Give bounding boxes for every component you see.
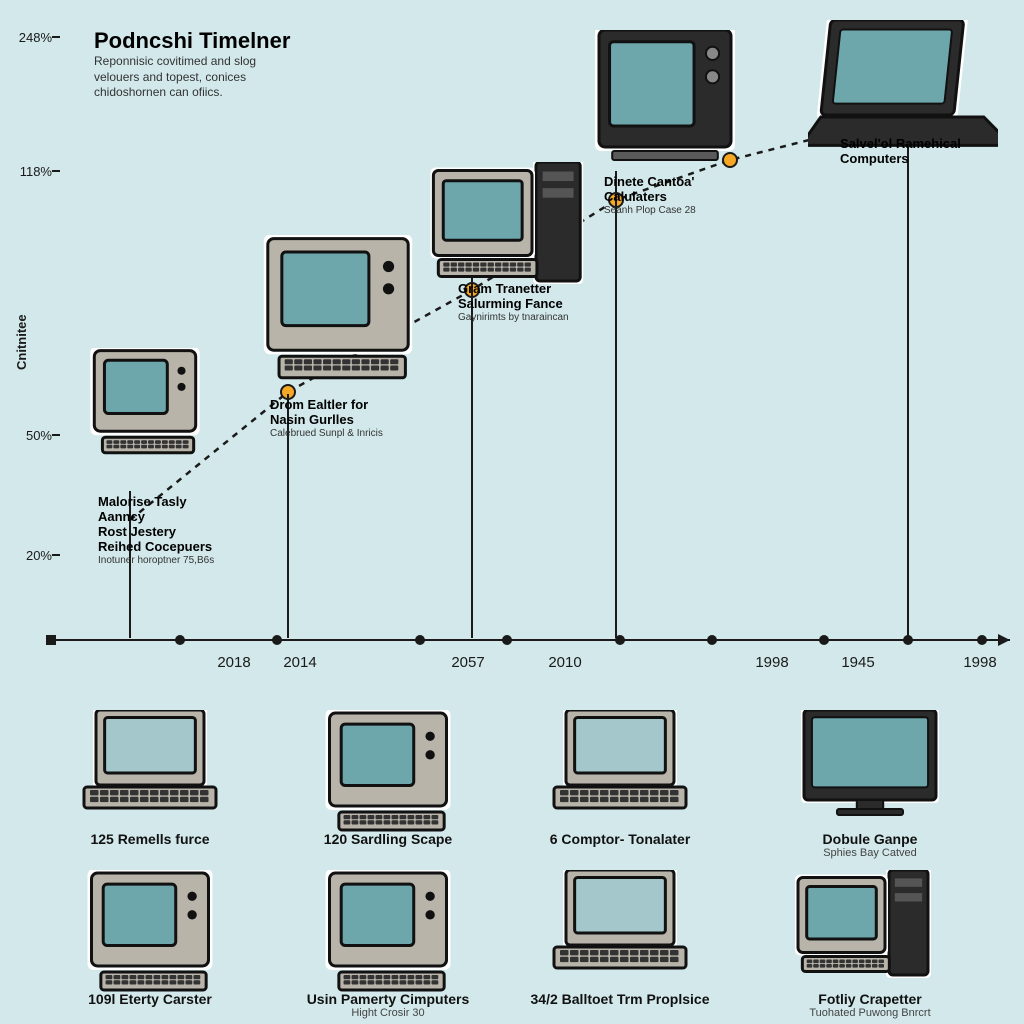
grid-item-label: 6 Comptor- Tonalater	[510, 831, 730, 847]
x-tick-label: 1998	[755, 654, 788, 671]
grid-item-label: 125 Remells furce	[40, 831, 260, 847]
x-tick-label: 2057	[451, 654, 484, 671]
x-tick-label: 1998	[963, 654, 996, 671]
chart-node-label: Salvel'ol RamehicalComputers	[840, 137, 1024, 167]
chart-node-label: Drom Ealtler forNasin GurllesCalebrued S…	[270, 398, 460, 440]
grid-item-label: Dobule GanpeSphies Bay Catved	[760, 831, 980, 859]
chart-node-label: Gram TranetterSalurming FanceGaynirimts …	[458, 282, 648, 324]
grid-item-label: 120 Sardling Scape	[278, 831, 498, 847]
computer-icon	[248, 235, 428, 415]
x-tick-label: 2014	[283, 654, 316, 671]
x-tick-label: 2010	[548, 654, 581, 671]
computer-icon	[80, 348, 210, 478]
grid-item-label: Usin Pamerty CimputersHight Crosir 30	[278, 991, 498, 1019]
chart-node-label: Malorise TaslyAanncyRost JesteryReihed C…	[98, 495, 288, 567]
computer-icon	[808, 20, 998, 210]
grid-item-label: 34/2 Balltoet Trm Proplsice	[510, 991, 730, 1007]
chart-node-label: Dinete Cantoa'CalulatersSeanh Plop Case …	[604, 175, 794, 217]
x-tick-label: 1945	[841, 654, 874, 671]
grid-item-label: 109l Eterty Carster	[40, 991, 260, 1007]
x-tick-label: 2018	[217, 654, 250, 671]
infographic-canvas: Podncshi Timelner Reponnisic covitimed a…	[0, 0, 1024, 1024]
grid-item-label: Fotliy CrapetterTuohated Puwong Bnrcrt	[760, 991, 980, 1019]
computer-icon	[590, 30, 740, 180]
